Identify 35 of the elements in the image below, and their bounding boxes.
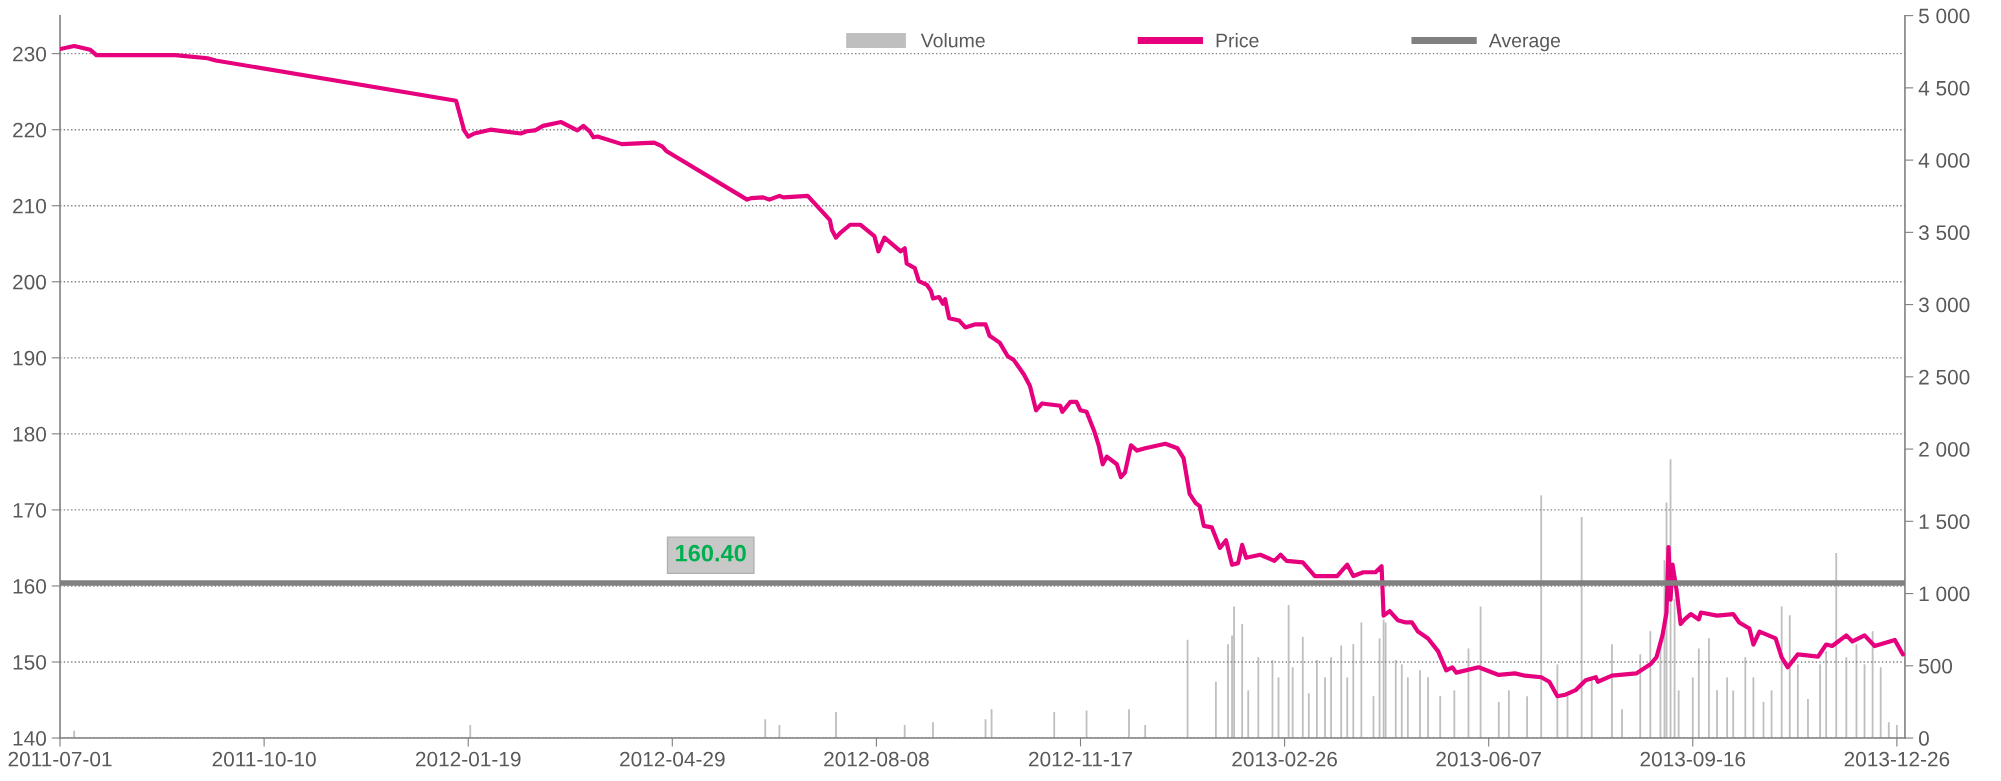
x-tick-label: 2013-06-07 [1436,751,1541,767]
y-tick-label: 220 [13,122,47,138]
y-tick-label: 230 [13,46,47,62]
x-tick-label: 2013-09-16 [1640,751,1746,767]
legend-label: Volume [920,33,985,48]
y2-tick-label: 2 500 [1919,369,1970,385]
y-tick-label: 150 [13,655,47,670]
y2-tick-label: 4 500 [1918,80,1970,96]
y-tick-label: 200 [13,274,47,290]
y2-tick-label: 3 000 [1918,297,1970,313]
x-tick-label: 2013-12-26 [1844,751,1950,767]
y-tick-label: 140 [13,731,47,746]
x-tick-label: 2012-01-19 [415,751,521,767]
x-tick-label: 2013-02-26 [1232,751,1337,767]
y2-tick-label: 2 000 [1919,442,1970,457]
y2-tick-label: 3 500 [1918,225,1970,241]
annotation: 160.40 [676,544,746,562]
x-tick-label: 2012-04-29 [620,751,725,767]
y2-tick-label: 500 [1918,658,1953,674]
y2-tick-label: 5 000 [1918,8,1970,24]
x-tick-label: 2011-10-10 [212,751,316,767]
y-tick-label: 170 [13,502,47,518]
y2-tick-label: 4 000 [1918,153,1970,168]
y2-tick-label: 1 500 [1919,514,1970,530]
x-tick-label: 2012-08-08 [824,751,929,767]
y2-tick-label: 1 000 [1919,586,1970,602]
x-tick-label: 2012-11-17 [1029,751,1132,767]
x-tick-label: 2011-07-01 [8,751,112,767]
legend-label: Price [1216,33,1259,48]
y-tick-label: 160 [13,578,47,594]
y-tick-label: 190 [13,350,47,366]
legend-label: Average [1488,33,1561,52]
y-tick-label: 210 [13,198,47,214]
y-tick-label: 180 [13,426,47,442]
y2-tick-label: 0 [1918,731,1929,746]
